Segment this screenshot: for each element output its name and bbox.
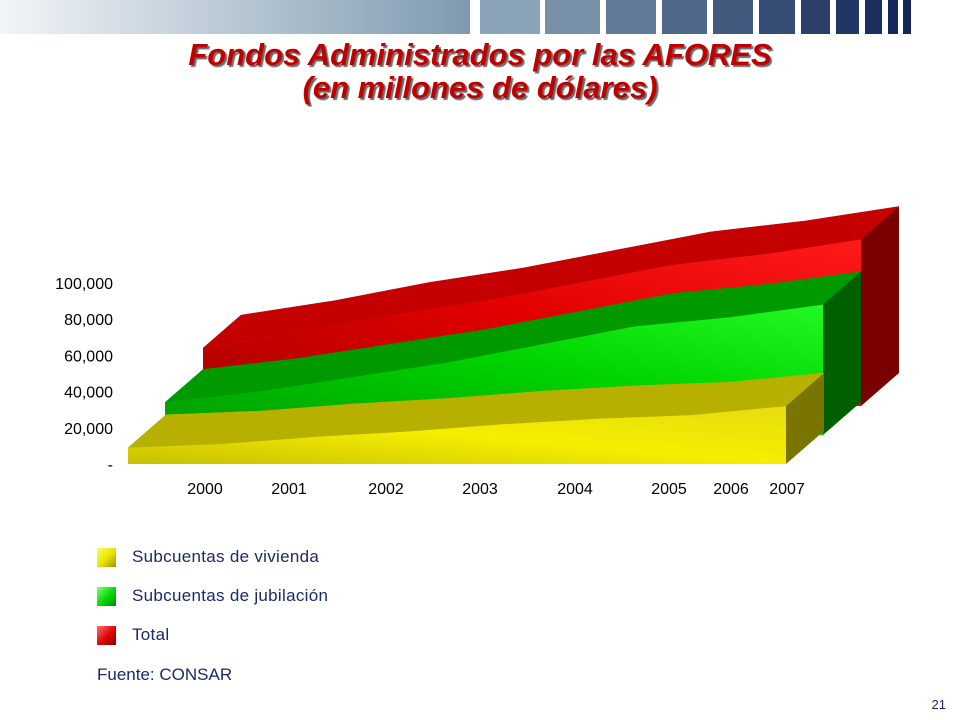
x-tick-label: 2000 (187, 481, 223, 498)
area-top-face (127, 372, 825, 448)
x-axis: 2000 2001 2002 2003 2004 2005 2006 2007 (187, 481, 805, 498)
slide-title: Fondos Administrados por las AFORES (en … (0, 38, 960, 104)
y-tick-label: 40,000 (64, 385, 113, 402)
x-tick-label: 2002 (368, 481, 404, 498)
page-number: 21 (931, 697, 946, 712)
y-tick-label: 80,000 (64, 312, 113, 329)
legend-item-total: Total (97, 625, 169, 645)
legend-item-jubilacion: Subcuentas de jubilación (97, 586, 328, 606)
x-tick-label: 2003 (462, 481, 498, 498)
y-tick-label: - (108, 457, 113, 474)
x-tick-label: 2001 (271, 481, 307, 498)
title-line-2: (en millones de dólares) (302, 70, 658, 105)
x-tick-label: 2004 (557, 481, 593, 498)
legend-label-total: Total (132, 625, 170, 644)
area-side-face (823, 271, 861, 435)
legend-swatch-vivienda (97, 547, 116, 567)
area-series-vivienda (127, 372, 825, 464)
legend-swatch-jubilacion (97, 586, 116, 606)
legend-label-vivienda: Subcuentas de vivienda (132, 547, 320, 566)
legend-item-vivienda: Subcuentas de vivienda (97, 547, 319, 567)
x-tick-label: 2006 (713, 481, 749, 498)
legend-swatch-total (97, 625, 116, 645)
area-side-face (861, 206, 899, 406)
source-note: Fuente: CONSAR (97, 665, 233, 684)
header-band (0, 0, 911, 34)
area-side-face (786, 373, 824, 464)
title-line-1: Fondos Administrados por las AFORES (188, 37, 772, 72)
plot-area (127, 206, 900, 464)
y-axis: - 20,000 40,000 60,000 80,000 100,000 (55, 276, 113, 474)
x-tick-label: 2005 (651, 481, 687, 498)
area-top-face (202, 206, 900, 349)
x-tick-label: 2007 (769, 481, 805, 498)
y-tick-label: 20,000 (64, 421, 113, 438)
area-top-face (164, 271, 862, 403)
y-tick-label: 100,000 (55, 276, 113, 293)
y-tick-label: 60,000 (64, 348, 113, 365)
legend-label-jubilacion: Subcuentas de jubilación (132, 586, 329, 605)
area-front-face (128, 406, 786, 464)
